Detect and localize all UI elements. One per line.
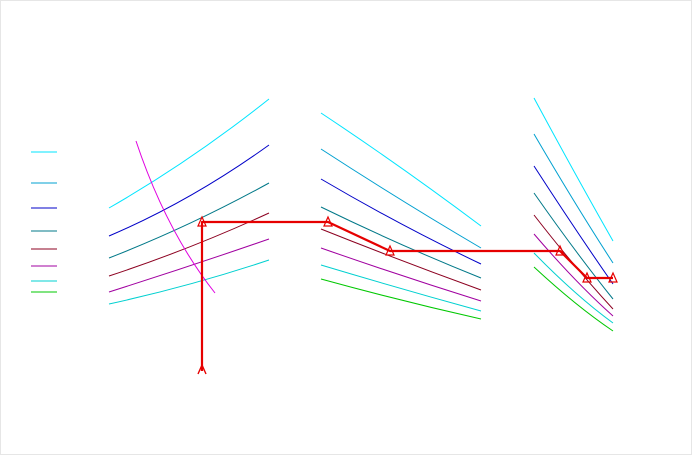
- curve-line: [320, 264, 482, 312]
- triangle-marker: [555, 244, 565, 256]
- triangle-marker: [608, 271, 618, 283]
- route-line: [200, 220, 613, 371]
- legend: [31, 151, 57, 293]
- curve-line: [320, 247, 482, 302]
- triangle-marker: [197, 215, 207, 227]
- curve-line: [320, 148, 482, 249]
- curve-group-3: [533, 97, 614, 332]
- curve-line: [533, 97, 614, 242]
- curve-line: [108, 98, 270, 209]
- curve-group-1: [108, 98, 270, 305]
- curve-line: [320, 178, 482, 265]
- curve-line: [320, 228, 482, 291]
- curve-group-2: [320, 112, 482, 320]
- curve-line: [108, 182, 270, 259]
- curve-line: [533, 233, 614, 317]
- curve-line: [533, 252, 614, 324]
- curve-line: [533, 266, 614, 332]
- curve-line: [533, 133, 614, 264]
- curve-groups: [108, 97, 614, 332]
- route-path: [197, 215, 618, 375]
- boundary-line: [135, 140, 216, 294]
- curve-line: [320, 112, 482, 227]
- curve-line: [533, 214, 614, 310]
- curve-line: [320, 278, 482, 320]
- curve-line: [108, 259, 270, 305]
- curve-line: [533, 165, 614, 285]
- triangle-marker: [323, 215, 333, 227]
- arrow-start-marker: [197, 363, 207, 375]
- triangle-marker: [582, 271, 592, 283]
- curve-line: [320, 206, 482, 279]
- curve-line: [108, 238, 270, 293]
- boundary-curve: [135, 140, 216, 294]
- triangle-marker: [385, 244, 395, 256]
- curve-line: [533, 192, 614, 300]
- curve-line: [108, 144, 270, 237]
